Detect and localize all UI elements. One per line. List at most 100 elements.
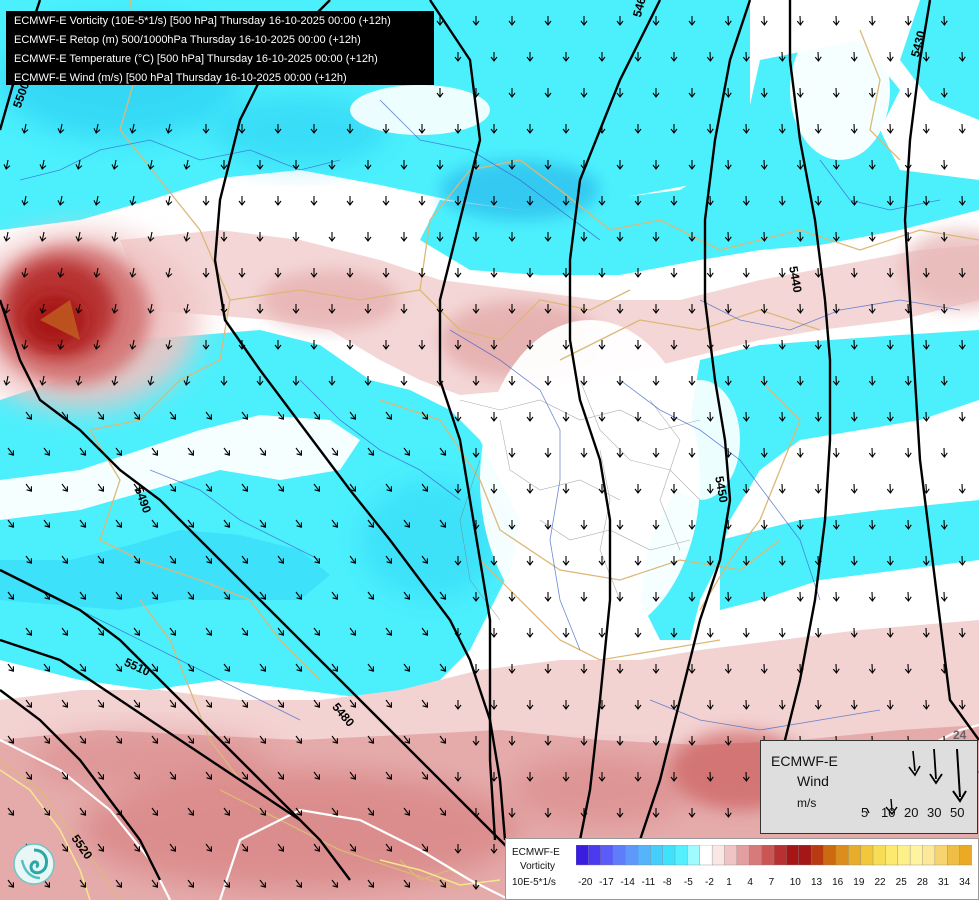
wind-arrow-head — [116, 450, 122, 456]
wind-arrow-head — [832, 596, 840, 602]
wind-legend-unit: m/s — [797, 796, 817, 810]
wind-arrow-head — [314, 414, 320, 420]
wind-arrow-head — [26, 774, 32, 780]
wind-arrow-head — [364, 236, 372, 242]
wind-arrow-head — [188, 738, 194, 744]
wind-arrow-head — [134, 702, 140, 708]
wind-arrow-head — [958, 344, 966, 350]
wind-arrow-head — [202, 128, 210, 134]
wind-arrow — [7, 735, 14, 744]
wind-arrow-head — [26, 414, 32, 420]
wind-arrow — [23, 195, 27, 206]
wind-arrow — [421, 843, 428, 852]
wind-arrow-head — [368, 522, 374, 528]
wind-arrow-head — [958, 272, 966, 278]
wind-legend-value-20: 20 — [904, 805, 919, 820]
wind-arrow-head — [598, 416, 606, 422]
wind-arrow-head — [580, 92, 588, 98]
wind-arrow-head — [742, 128, 750, 134]
wind-arrow — [367, 879, 374, 888]
wind-arrow-head — [440, 450, 446, 456]
wind-arrow-head — [422, 558, 428, 564]
wind-arrow — [7, 447, 14, 456]
wind-arrow-head — [75, 308, 83, 314]
wind-arrow — [151, 447, 158, 456]
wind-arrow-head — [562, 272, 570, 278]
wind-arrow-head — [256, 308, 264, 314]
wind-arrow-head — [544, 812, 552, 818]
wind-arrow-head — [183, 164, 191, 170]
wind-arrow-head — [454, 560, 462, 566]
wind-arrow — [97, 483, 104, 492]
wind-arrow — [385, 411, 392, 420]
wind-arrow-head — [760, 452, 768, 458]
wind-arrow-head — [224, 738, 230, 744]
wind-arrow-head — [292, 308, 300, 314]
wind-arrow-head — [134, 558, 140, 564]
wind-arrow-head — [490, 200, 498, 206]
wind-arrow-head — [796, 92, 804, 98]
wind-arrow-head — [886, 560, 894, 566]
wind-arrow-head — [202, 272, 210, 278]
wind-arrow — [313, 555, 320, 564]
wind-arrow-head — [634, 776, 642, 782]
wind-arrow-head — [93, 272, 101, 278]
wind-arrow-head — [436, 92, 444, 98]
wind-arrow-head — [742, 704, 750, 710]
wind-arrow-head — [422, 774, 428, 780]
wind-arrow-head — [526, 704, 534, 710]
wind-arrow-head — [544, 92, 552, 98]
colorbar-swatch — [736, 845, 750, 866]
colorbar-swatch — [576, 845, 590, 866]
wind-arrow-head — [454, 200, 462, 206]
colorbar-swatch — [872, 845, 887, 866]
wind-arrow-head — [634, 56, 642, 62]
wind-arrow — [313, 699, 320, 708]
wind-arrow-head — [188, 666, 194, 672]
wind-arrow-head — [350, 630, 356, 636]
wind-arrow — [421, 483, 428, 492]
wind-arrow — [403, 735, 410, 744]
wind-arrow-head — [904, 92, 912, 98]
wind-arrow — [77, 231, 81, 242]
wind-arrow-head — [580, 812, 588, 818]
wind-arrow-head — [152, 594, 158, 600]
wind-arrow — [313, 771, 320, 780]
wind-arrow — [439, 807, 446, 816]
wind-arrow-head — [238, 128, 246, 134]
colorbar-swatch — [637, 845, 651, 866]
wind-arrow-head — [57, 344, 65, 350]
wind-arrow-head — [400, 164, 408, 170]
wind-arrow — [25, 483, 32, 492]
wind-legend-value-5: 5 — [861, 805, 869, 820]
wind-arrow — [205, 699, 212, 708]
wind-arrow — [113, 303, 117, 314]
vorticity-legend-line1: ECMWF-E — [512, 847, 560, 858]
wind-arrow-head — [922, 416, 930, 422]
wind-arrow-head — [170, 702, 176, 708]
colorbar-swatch — [749, 845, 763, 866]
wind-arrow — [277, 627, 284, 636]
wind-arrow — [439, 879, 446, 888]
wind-arrow-head — [454, 344, 462, 350]
wind-arrow-head — [364, 164, 372, 170]
wind-arrow-head — [454, 488, 462, 494]
wind-arrow-head — [886, 344, 894, 350]
title-block: ECMWF-E Vorticity (10E-5*1/s) [500 hPa] … — [6, 11, 434, 85]
wind-arrow-head — [328, 164, 336, 170]
wind-arrow-head — [526, 128, 534, 134]
colorbar-tick-label: 1 — [726, 877, 732, 888]
wind-arrow-head — [80, 810, 86, 816]
wind-arrow-head — [688, 236, 696, 242]
wind-arrow-head — [886, 272, 894, 278]
wind-arrow — [205, 483, 212, 492]
colorbar-swatch — [662, 845, 676, 866]
colorbar-swatch — [600, 845, 614, 866]
wind-arrow-head — [80, 450, 86, 456]
wind-arrow-head — [742, 488, 750, 494]
wind-arrow-head — [562, 776, 570, 782]
wind-arrow-head — [346, 344, 354, 350]
wind-arrow-head — [688, 596, 696, 602]
wind-arrow-head — [75, 236, 83, 242]
wind-arrow-head — [93, 344, 101, 350]
